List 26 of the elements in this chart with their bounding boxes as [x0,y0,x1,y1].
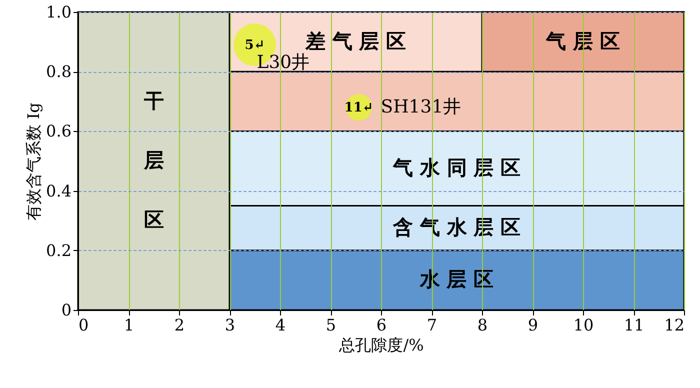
x-tick-label: 3 [224,316,236,334]
band-label: 差 气 层 区 [304,28,406,53]
y-axis-title: 有效含气系数 Ig [24,102,44,220]
text: 干层区 [144,88,164,232]
x-tick-label: 4 [275,316,286,334]
x-tick-label: 9 [528,316,538,334]
y-tick-label: 0.6 [46,122,72,141]
x-tick-label: 7 [426,316,438,334]
y-tick-label: 0 [61,300,72,320]
x-tick-label: 1 [124,316,134,334]
y-tick-label: 0.4 [46,181,72,200]
y-tick-label: 0.2 [46,240,72,260]
x-tick-label: 12 [664,316,684,334]
x-tick-label: 11 [624,316,644,334]
x-tick-label: 8 [477,316,488,334]
x-tick-label: 2 [174,316,185,334]
annotation: 11↵ [344,100,374,116]
x-tick-label: 0 [78,316,89,334]
x-tick-label: 5 [326,316,336,334]
x-tick-label: 10 [573,316,594,334]
x-axis-title: 总孔隙度/% [338,336,424,354]
x-tick-label: 6 [376,316,387,334]
y-tick-label: 0.8 [46,62,72,82]
series-label: SH131井 [380,96,462,118]
y-tick-label: 1.0 [46,2,72,22]
annotation: 5↵ [244,38,265,53]
